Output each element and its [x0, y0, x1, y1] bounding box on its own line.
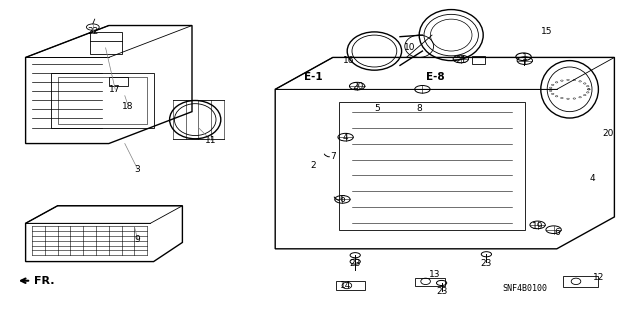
Text: 9: 9	[135, 235, 140, 244]
Text: 19: 19	[532, 222, 543, 231]
Text: 23: 23	[436, 287, 447, 296]
Bar	[472, 56, 485, 64]
Text: 21: 21	[455, 56, 467, 65]
Text: 5: 5	[375, 104, 380, 113]
Text: 6: 6	[554, 228, 559, 237]
Text: 23: 23	[349, 259, 361, 268]
Text: 16: 16	[343, 56, 355, 65]
Text: 7: 7	[330, 152, 335, 161]
Text: 4: 4	[589, 174, 595, 183]
Bar	[90, 32, 122, 54]
Text: 17: 17	[109, 85, 121, 94]
Text: E-1: E-1	[304, 71, 323, 82]
Text: 23: 23	[481, 259, 492, 268]
Bar	[58, 77, 147, 124]
Text: 12: 12	[593, 273, 604, 282]
Text: 20: 20	[602, 130, 614, 138]
Text: 20: 20	[353, 82, 364, 91]
Text: E-8: E-8	[426, 71, 445, 82]
Text: 2: 2	[311, 161, 316, 170]
Bar	[109, 77, 128, 86]
Text: 6: 6	[340, 195, 345, 204]
Text: SNF4B0100: SNF4B0100	[502, 284, 547, 293]
Bar	[51, 73, 154, 128]
Text: 1: 1	[522, 53, 527, 62]
Text: 14: 14	[340, 281, 351, 290]
Text: 8: 8	[417, 104, 422, 113]
Text: 10: 10	[404, 43, 415, 52]
Text: 4: 4	[343, 133, 348, 142]
Text: 22: 22	[87, 27, 99, 36]
Text: 11: 11	[205, 136, 217, 145]
Text: FR.: FR.	[21, 276, 54, 286]
Text: 15: 15	[541, 27, 553, 36]
Bar	[339, 102, 525, 230]
Text: 3: 3	[135, 165, 140, 174]
Text: 18: 18	[122, 102, 134, 111]
Text: 13: 13	[429, 270, 441, 279]
